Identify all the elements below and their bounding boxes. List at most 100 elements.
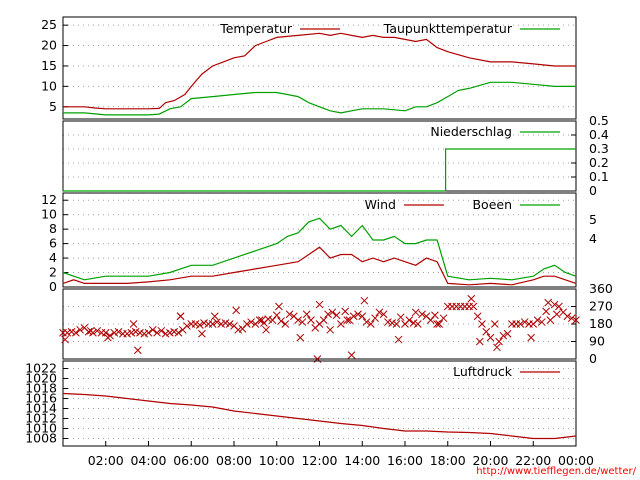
wind-direction-marker (394, 335, 403, 344)
wind-direction-marker (366, 320, 375, 328)
y-tick-label: 90 (589, 334, 605, 349)
wind-direction-marker (358, 312, 367, 321)
wind-direction-marker (242, 320, 251, 328)
wind-direction-marker (281, 320, 290, 328)
wind-direction-marker (349, 312, 358, 321)
y-tick-label: 6 (49, 236, 57, 251)
wind-direction-marker (71, 328, 80, 337)
wind-direction-marker (307, 316, 315, 324)
wind-direction-marker (133, 346, 142, 355)
wind-direction-marker (555, 302, 563, 311)
wind-direction-marker (337, 320, 345, 328)
wind-direction-marker (413, 320, 422, 328)
source-url: http://www.tiefflegen.de/wetter/ (476, 466, 636, 477)
wind-direction-marker (157, 326, 166, 335)
wind-direction-marker (341, 307, 350, 316)
series-line-temperatur (63, 32, 576, 110)
wind-direction-marker (550, 300, 559, 309)
x-tick-label: 14:00 (344, 453, 380, 468)
wind-direction-marker (527, 333, 535, 342)
wind-direction-marker (210, 312, 219, 321)
x-tick-label: 10:00 (259, 453, 295, 468)
wind-direction-marker (475, 337, 484, 346)
wind-direction-marker (275, 302, 283, 311)
wind-direction-marker (195, 321, 204, 329)
panel-frame (62, 16, 577, 120)
wind-direction-marker (411, 308, 420, 317)
wind-direction-marker (347, 351, 356, 359)
wind-direction-marker (213, 318, 221, 326)
wind-direction-marker (101, 328, 110, 337)
wind-direction-marker (467, 294, 476, 303)
wind-direction-marker (76, 325, 84, 334)
x-tick-label: 22:00 (515, 453, 551, 468)
legend-label: Taupunkttemperatur (383, 21, 513, 36)
series-line-wind (62, 246, 577, 286)
wind-direction-marker (537, 318, 546, 326)
wind-direction-marker (375, 308, 384, 317)
wind-direction-marker (104, 333, 112, 342)
y-tick-label: 0.3 (589, 141, 609, 156)
wind-direction-marker (360, 296, 369, 305)
panel-3: 0 90 180 270 360 (59, 281, 613, 366)
wind-direction-marker (298, 318, 307, 326)
legend-label: Wind (365, 197, 396, 212)
series-line-niederschlag (63, 148, 576, 192)
wind-direction-marker (208, 320, 217, 328)
y-tick-label: 1010 (25, 421, 57, 436)
wind-direction-marker (296, 333, 305, 342)
wind-direction-marker (198, 329, 206, 338)
y-tick-label: 1012 (25, 411, 57, 426)
wind-direction-marker (469, 302, 478, 311)
y-tick-label: 0.2 (589, 155, 609, 170)
panel-0: 5 10 15 20 25 Taupunkttemperatur Temperatur (41, 16, 577, 120)
series-line-boeen (62, 217, 577, 281)
wind-direction-marker (86, 326, 95, 335)
wind-direction-marker (232, 306, 240, 315)
y-tick-label: 5 (49, 99, 57, 114)
y-tick-label: 0.5 (589, 113, 609, 128)
x-tick-label: 08:00 (216, 453, 252, 468)
panel-1: 00.10.20.30.40.5 Niederschlag (62, 113, 609, 198)
wind-direction-marker (315, 300, 324, 309)
y-tick-label: 1022 (25, 361, 57, 376)
wind-direction-marker (503, 329, 512, 338)
y-tick-label: 1016 (25, 391, 57, 406)
wind-direction-marker (533, 316, 542, 324)
wind-direction-marker (328, 308, 337, 317)
wind-direction-marker (324, 310, 332, 319)
wind-direction-marker (439, 314, 448, 323)
wind-direction-marker (326, 325, 335, 334)
wind-direction-marker (332, 311, 341, 320)
wind-direction-marker (176, 312, 185, 321)
wind-direction-marker (247, 318, 255, 326)
wind-direction-marker (546, 316, 555, 324)
wind-direction-marker (183, 322, 191, 330)
panel-frame (62, 192, 577, 288)
wind-direction-marker (294, 316, 302, 324)
y-tick-label: 12 (41, 192, 57, 207)
wind-direction-marker (262, 325, 270, 334)
y-tick-label: 1014 (25, 401, 57, 416)
y-tick-label: 8 (49, 221, 57, 236)
y-tick-label: 1020 (25, 371, 57, 386)
legend-label: Temperatur (219, 21, 293, 36)
wind-direction-marker (114, 327, 123, 336)
wind-direction-marker (486, 333, 495, 342)
wind-direction-marker (93, 326, 102, 335)
wind-direction-marker (61, 335, 69, 344)
wind-direction-marker (478, 320, 486, 328)
wind-direction-marker (572, 316, 580, 324)
wind-direction-marker (563, 312, 572, 321)
x-tick-label: 00:00 (558, 453, 594, 468)
wind-direction-marker (343, 316, 352, 324)
wind-direction-marker (396, 313, 405, 322)
wind-direction-marker (493, 343, 501, 352)
y-tick-label: 180 (589, 316, 613, 331)
series-line-taupunkttemperatur (63, 81, 576, 116)
legend-label: Niederschlag (430, 124, 512, 139)
wind-direction-marker (277, 317, 285, 325)
y-tick-label: 20 (41, 38, 57, 53)
